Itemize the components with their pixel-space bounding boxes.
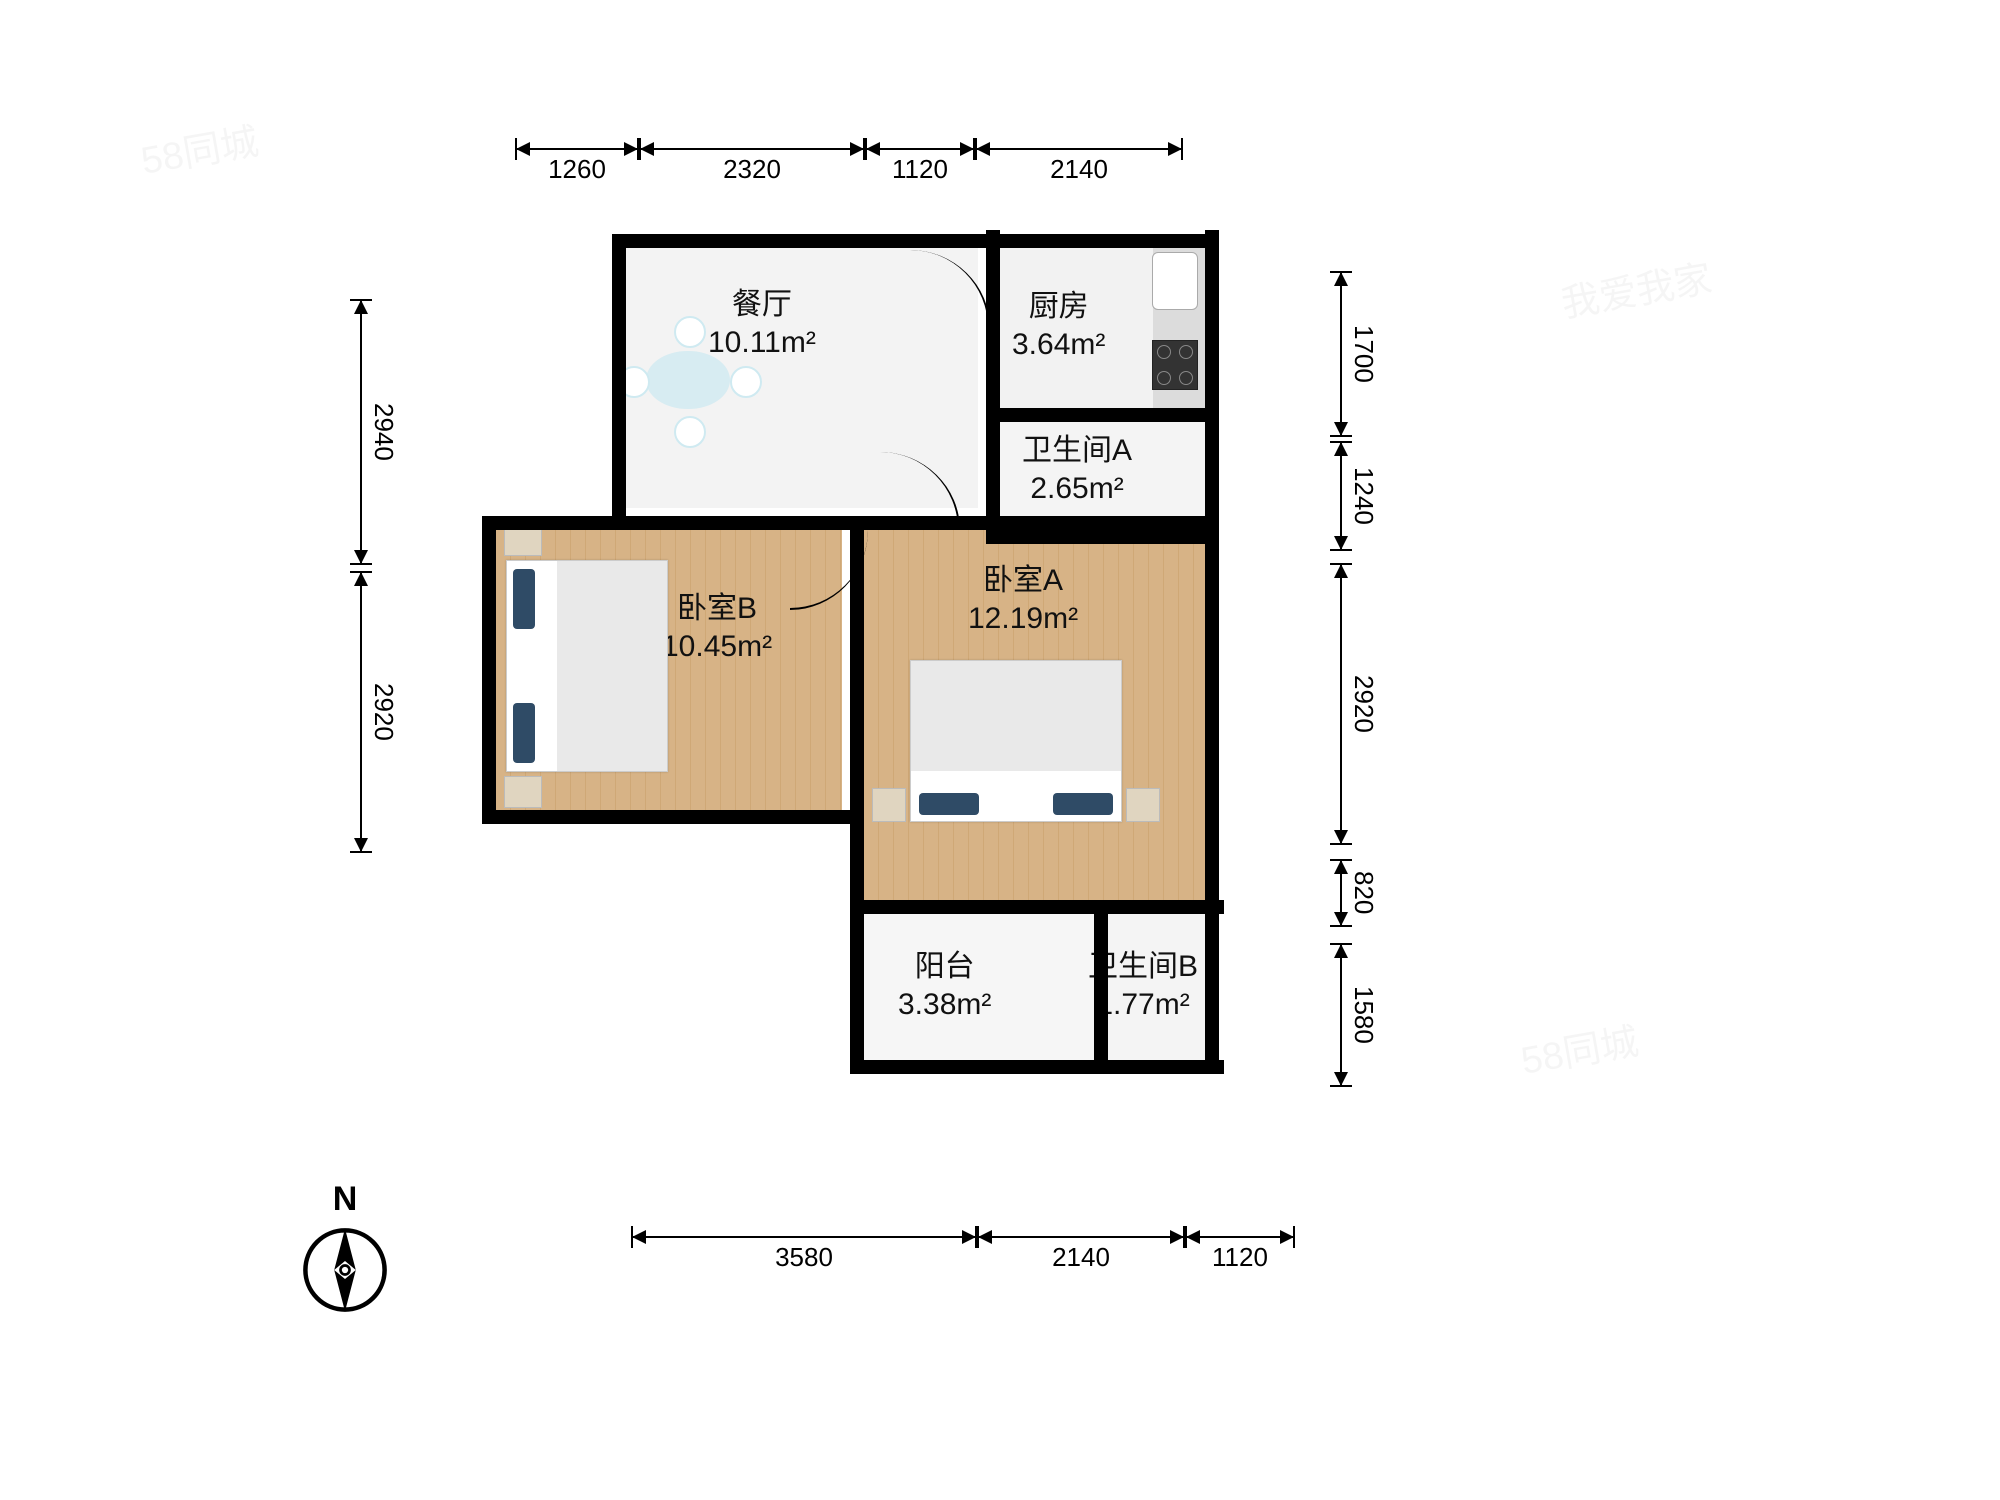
label-bath-a: 卫生间A2.65m² — [1022, 432, 1132, 507]
nightstand — [1126, 788, 1160, 822]
watermark: 58同城 — [1516, 1010, 1642, 1085]
dining-chair — [674, 416, 706, 448]
dining-table — [646, 351, 730, 410]
label-kitchen: 厨房3.64m² — [1012, 288, 1105, 363]
floor-plan: 58同城 我爱我家 58同城 餐厅10.11m² 厨房3.64m² 卫生间A2.… — [0, 0, 2000, 1500]
watermark: 我爱我家 — [1556, 247, 1715, 328]
bed-a — [910, 660, 1122, 822]
kitchen-sink — [1152, 252, 1198, 310]
label-dining: 餐厅10.11m² — [708, 286, 816, 361]
dining-chair — [674, 316, 706, 348]
dining-chair — [730, 366, 762, 398]
label-bedroom-b: 卧室B10.45m² — [662, 590, 772, 665]
bed-b — [506, 560, 668, 772]
nightstand — [504, 776, 542, 808]
label-balcony: 阳台3.38m² — [898, 948, 991, 1023]
door-arc — [910, 250, 990, 328]
nightstand — [872, 788, 906, 822]
label-bedroom-a: 卧室A12.19m² — [968, 562, 1078, 637]
watermark: 58同城 — [136, 110, 262, 185]
compass-icon: N — [300, 1180, 390, 1320]
stove — [1152, 340, 1198, 390]
